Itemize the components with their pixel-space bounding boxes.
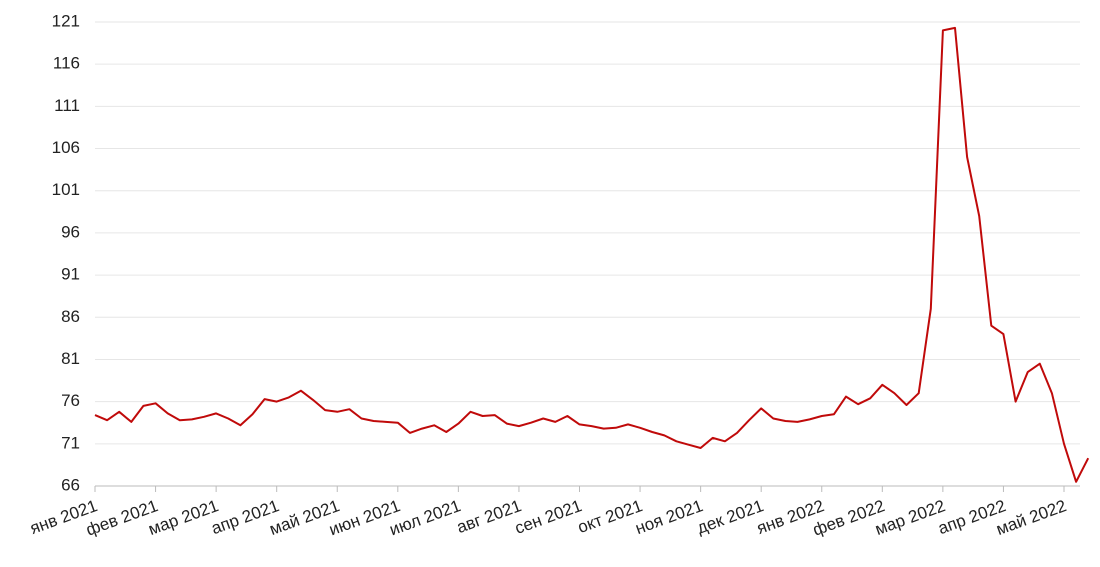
y-tick-label: 76: [61, 391, 80, 410]
y-tick-label: 101: [52, 180, 80, 199]
y-tick-label: 116: [53, 54, 80, 73]
x-tick-label: окт 2021: [575, 496, 645, 537]
x-tick-label: сен 2021: [512, 496, 584, 538]
y-tick-label: 111: [54, 96, 80, 115]
y-tick-label: 66: [61, 475, 80, 494]
x-tick-label: мар 2021: [146, 496, 221, 539]
x-tick-label: авг 2021: [454, 496, 524, 537]
y-tick-label: 71: [61, 433, 80, 452]
y-tick-label: 121: [52, 11, 80, 30]
x-tick-label: ноя 2021: [633, 496, 706, 538]
x-tick-label: дек 2021: [694, 496, 766, 538]
y-tick-label: 96: [61, 222, 80, 241]
x-tick-label: мар 2022: [873, 496, 948, 539]
y-tick-label: 81: [61, 349, 80, 368]
y-tick-label: 91: [61, 265, 80, 284]
x-tick-label: май 2022: [994, 496, 1069, 539]
y-tick-label: 86: [61, 307, 80, 326]
y-tick-label: 106: [52, 138, 80, 157]
line-series: [94, 26, 1090, 483]
